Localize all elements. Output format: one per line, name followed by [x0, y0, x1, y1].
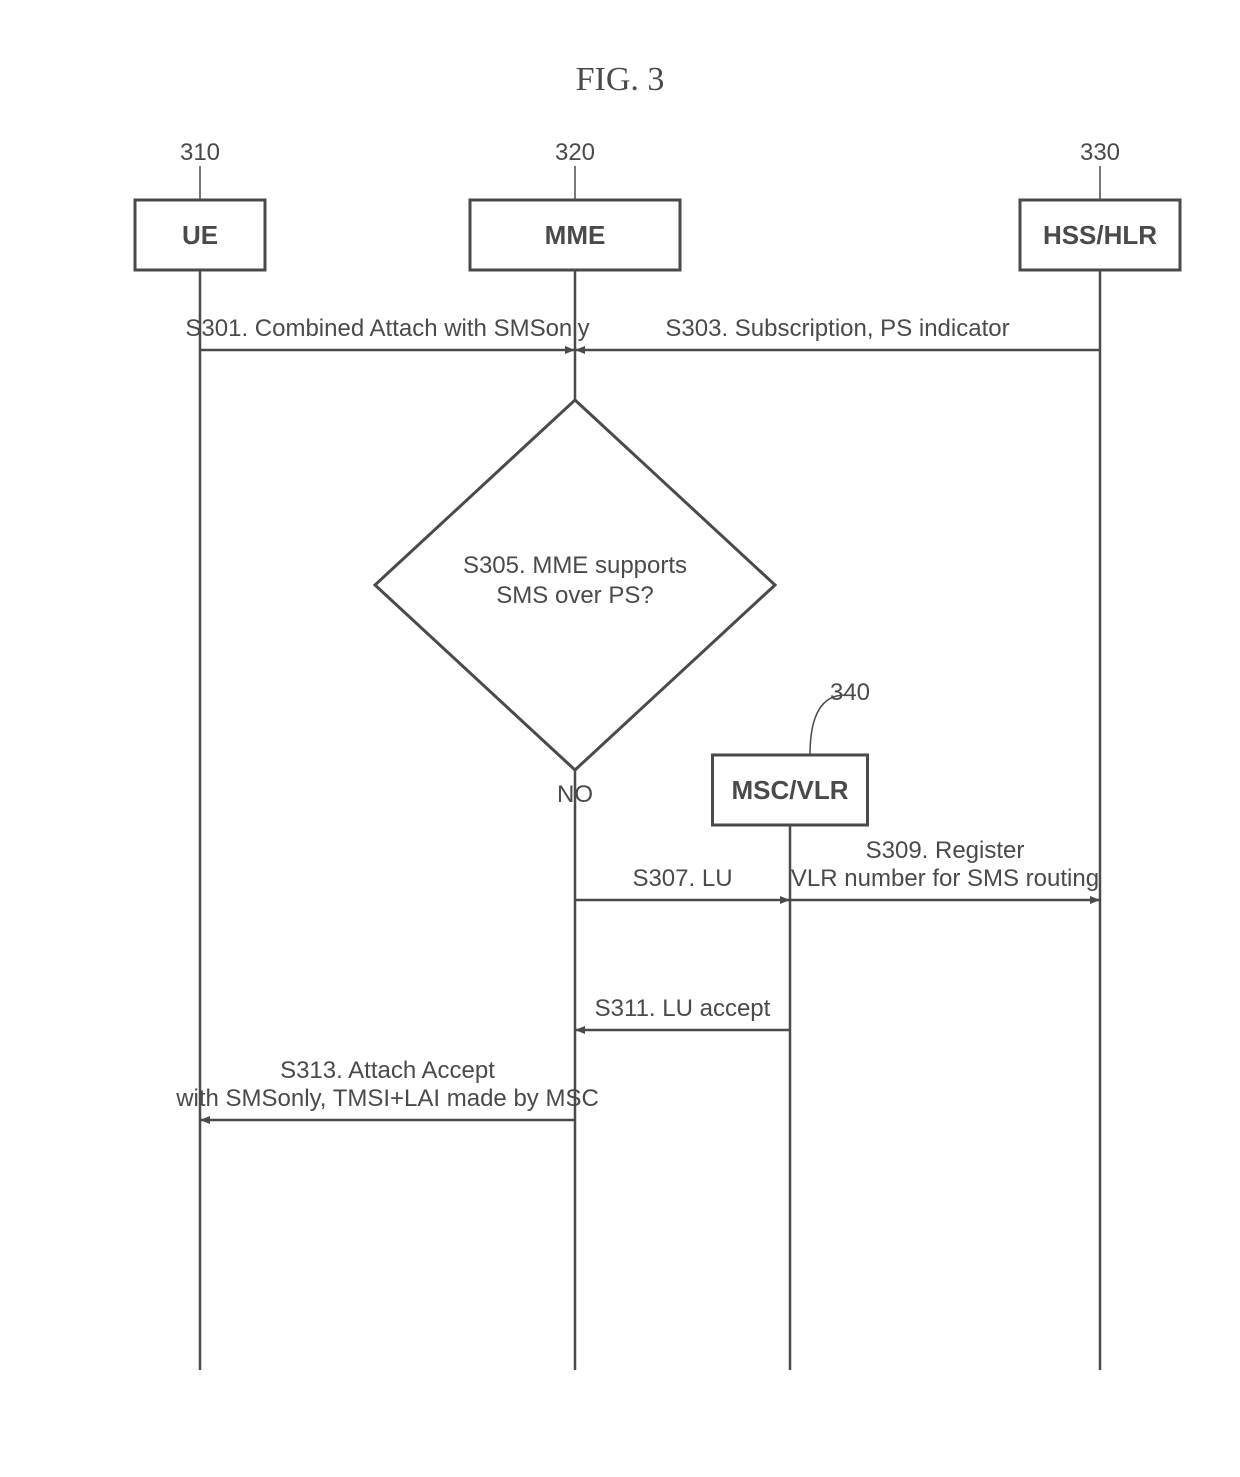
hss-ref: 330	[1080, 139, 1120, 166]
s313-label2: with SMSonly, TMSI+LAI made by MSC	[175, 1085, 599, 1112]
s307-label: S307. LU	[632, 865, 732, 892]
s313-label1: S313. Attach Accept	[280, 1057, 495, 1084]
s301-label: S301. Combined Attach with SMSonly	[185, 315, 589, 342]
decision-line1: S305. MME supports	[463, 552, 687, 579]
hss-label: HSS/HLR	[1043, 220, 1157, 250]
ue-label: UE	[182, 220, 218, 250]
figure-title: FIG. 3	[576, 61, 665, 98]
s309-label2: VLR number for SMS routing	[791, 865, 1099, 892]
msc-label: MSC/VLR	[732, 775, 849, 805]
msc-ref: 340	[830, 679, 870, 706]
s309-label1: S309. Register	[866, 837, 1025, 864]
s303-label: S303. Subscription, PS indicator	[665, 315, 1009, 342]
decision-line2: SMS over PS?	[496, 582, 653, 609]
s311-label: S311. LU accept	[595, 995, 771, 1022]
decision-no-label: NO	[557, 781, 593, 808]
mme-ref: 320	[555, 139, 595, 166]
mme-label: MME	[545, 220, 606, 250]
ue-ref: 310	[180, 139, 220, 166]
